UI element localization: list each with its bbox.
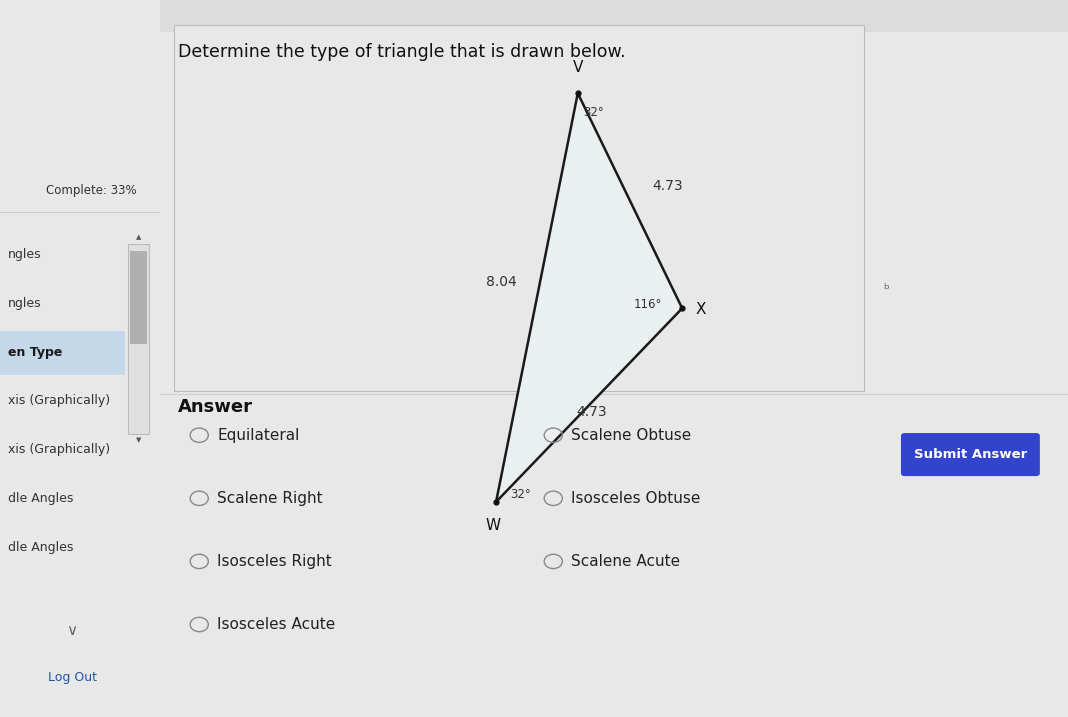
FancyBboxPatch shape	[0, 331, 125, 375]
Text: W: W	[485, 518, 500, 533]
Text: 4.73: 4.73	[576, 405, 607, 419]
Text: Submit Answer: Submit Answer	[914, 448, 1027, 461]
Text: xis (Graphically): xis (Graphically)	[9, 443, 110, 456]
Text: ngles: ngles	[9, 248, 42, 261]
Text: 8.04: 8.04	[486, 275, 517, 289]
Text: Isosceles Acute: Isosceles Acute	[218, 617, 335, 632]
Text: Complete: 33%: Complete: 33%	[46, 184, 137, 196]
Text: X: X	[696, 303, 706, 317]
Text: ngles: ngles	[9, 297, 42, 310]
FancyBboxPatch shape	[128, 244, 148, 434]
Text: Scalene Acute: Scalene Acute	[571, 554, 680, 569]
FancyBboxPatch shape	[160, 0, 1068, 32]
Text: Answer: Answer	[178, 398, 253, 416]
Text: Equilateral: Equilateral	[218, 428, 300, 442]
Text: 116°: 116°	[633, 298, 662, 310]
Text: Determine the type of triangle that is drawn below.: Determine the type of triangle that is d…	[178, 43, 626, 61]
Polygon shape	[496, 93, 682, 502]
Text: V: V	[572, 60, 583, 75]
Text: ∨: ∨	[66, 624, 78, 638]
FancyBboxPatch shape	[174, 25, 864, 391]
Text: dle Angles: dle Angles	[9, 492, 74, 505]
Text: Scalene Right: Scalene Right	[218, 491, 323, 505]
Text: 32°: 32°	[511, 488, 532, 500]
Text: ▲: ▲	[136, 234, 141, 240]
Text: Isosceles Right: Isosceles Right	[218, 554, 332, 569]
Text: dle Angles: dle Angles	[9, 541, 74, 554]
FancyBboxPatch shape	[901, 433, 1040, 476]
Text: ᵇ: ᵇ	[883, 283, 890, 298]
Text: en Type: en Type	[9, 346, 62, 358]
Text: 4.73: 4.73	[653, 179, 682, 194]
FancyBboxPatch shape	[130, 251, 147, 344]
Text: xis (Graphically): xis (Graphically)	[9, 394, 110, 407]
Text: Scalene Obtuse: Scalene Obtuse	[571, 428, 692, 442]
Text: Isosceles Obtuse: Isosceles Obtuse	[571, 491, 701, 505]
Text: ▼: ▼	[136, 437, 141, 443]
Text: Log Out: Log Out	[48, 671, 96, 684]
Text: 32°: 32°	[583, 106, 604, 119]
